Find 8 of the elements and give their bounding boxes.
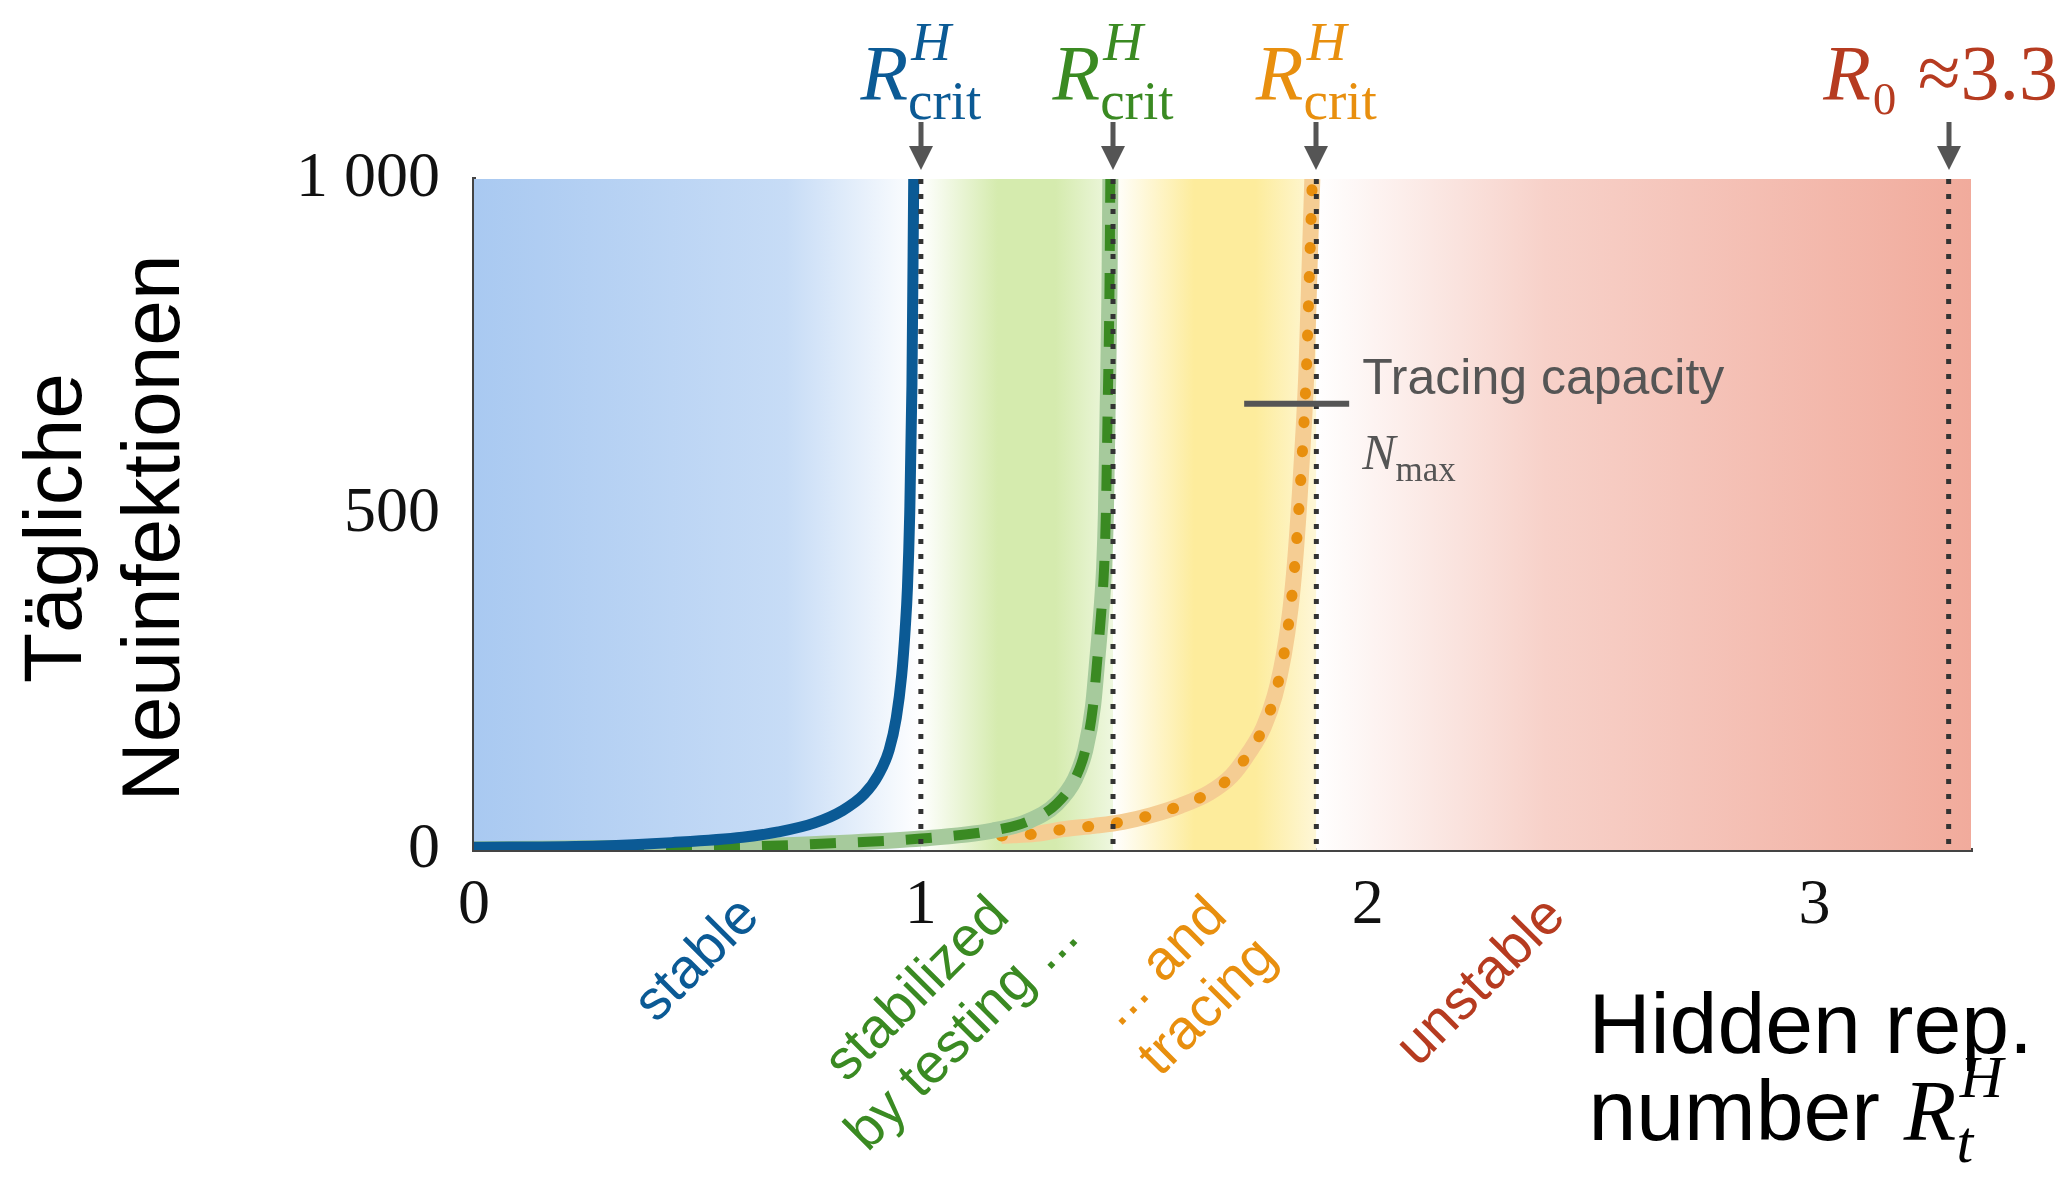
- y-tick-label: 1 000: [296, 138, 440, 210]
- y-tick-label: 500: [344, 474, 440, 546]
- x-tick-label: 2: [1351, 866, 1384, 938]
- x-tick-label: 0: [458, 866, 490, 938]
- y-axis-title: Tägliche Neuinfektionen: [7, 254, 196, 802]
- ref-line-label: R₀ ≈3.3: [1822, 29, 2059, 116]
- y-tick-label: 0: [408, 809, 440, 881]
- x-tick-label: 3: [1798, 866, 1831, 938]
